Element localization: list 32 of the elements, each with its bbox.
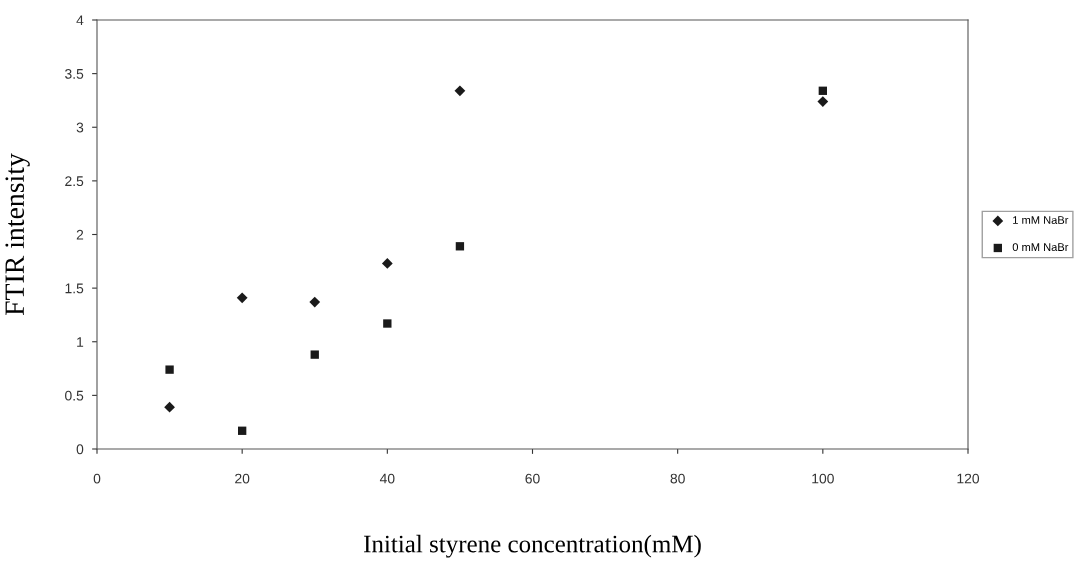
x-axis-title: Initial styrene concentration(mM) [364,534,701,558]
point [309,296,321,308]
x-tick-label: 60 [525,473,540,484]
y-tick-label: 0 [76,444,84,455]
y-tick-label: 1 [77,337,84,347]
x-tick-label: 40 [379,473,395,484]
point [383,319,392,328]
point [455,242,465,251]
legend-label: 1 mM NaBr [1013,216,1069,224]
point [238,426,247,435]
x-tick-label: 80 [670,473,685,484]
y-tick-label: 2 [76,229,84,240]
y-tick-label: 0.5 [65,390,84,401]
y-axis-title: FTIR intensity [5,153,30,316]
x-tick-label: 0 [93,473,101,484]
legend-label: 0 mM NaBr [1012,243,1069,251]
x-tick-label: 20 [235,473,250,484]
x-tick-label: 120 [957,473,980,484]
point [236,292,248,304]
point [454,85,466,97]
point [817,96,829,107]
y-tick-label: 2.5 [65,176,84,187]
point [818,86,827,95]
point [164,401,175,413]
point [310,350,319,359]
y-tick-label: 3.5 [65,68,84,79]
y-tick-label: 1.5 [65,283,84,294]
y-tick-label: 4 [76,15,84,26]
x-tick-label: 100 [812,473,834,484]
point [165,365,174,374]
y-tick-label: 3 [76,122,84,133]
point [381,258,393,269]
